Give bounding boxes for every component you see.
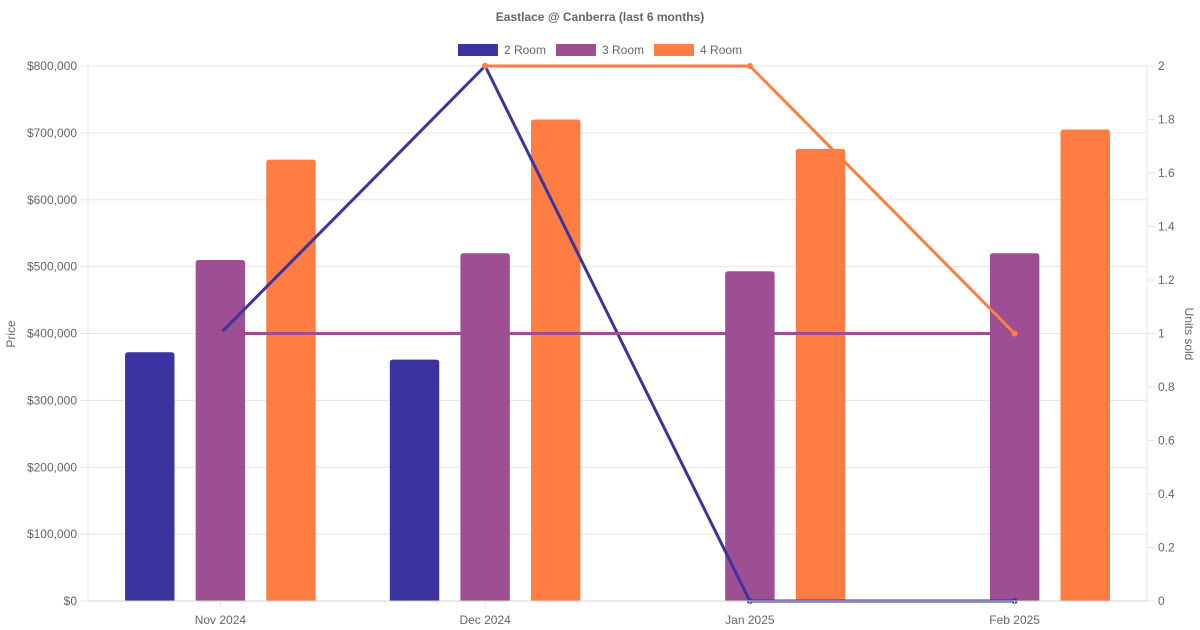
axes: $0 $100,000 $200,000 $300,000 $400,000 $500,0…: [27, 59, 1175, 627]
y-left-tick-label: $200,000: [27, 460, 77, 474]
bar-2-room: [389, 359, 440, 601]
lines: [217, 63, 1018, 604]
y-right-tick-label: 0.4: [1158, 487, 1175, 501]
y-left-tick-label: $300,000: [27, 393, 77, 407]
bar-3-room: [460, 253, 510, 601]
bar-2-room: [125, 352, 175, 601]
bar-4-room: [266, 159, 316, 601]
line-point: [482, 330, 489, 337]
bar-4-room: [531, 119, 581, 601]
line-point: [217, 330, 224, 337]
y-right-tick-label: 0.8: [1158, 380, 1175, 394]
y-left-tick-label: $700,000: [27, 126, 77, 140]
y-left-tick-label: $100,000: [27, 527, 77, 541]
line-point: [482, 63, 489, 69]
line-point: [746, 63, 753, 69]
bar-4-room: [1060, 129, 1110, 601]
legend-label: 4 Room: [700, 43, 742, 57]
bar-3-room: [725, 271, 775, 601]
y-left-tick-label: $800,000: [27, 59, 77, 73]
line-point: [746, 330, 753, 337]
y-right-tick-label: 1.4: [1158, 220, 1175, 234]
y-left-tick-label: $0: [64, 594, 78, 608]
bar-4-room: [795, 148, 846, 602]
legend-swatch: [555, 44, 596, 56]
x-tick-label: Dec 2024: [459, 613, 511, 627]
y-right-tick-label: 2: [1158, 59, 1165, 73]
x-tick-label: Jan 2025: [725, 613, 775, 627]
bar-3-room: [989, 253, 1040, 601]
y-axis-right-title: Units sold: [1182, 308, 1196, 361]
legend-swatch: [654, 44, 695, 56]
y-right-tick-label: 0.6: [1158, 434, 1175, 448]
y-right-tick-label: 1.8: [1158, 113, 1175, 127]
legend-label: 2 Room: [504, 43, 546, 57]
bars: [125, 119, 1110, 602]
y-left-tick-label: $600,000: [27, 193, 77, 207]
legend: 2 Room 3 Room 4 Room: [457, 43, 742, 57]
bar-3-room: [195, 259, 246, 601]
x-tick-label: Feb 2025: [989, 613, 1040, 627]
x-tick-label: Nov 2024: [195, 613, 247, 627]
y-right-tick-label: 0: [1158, 594, 1165, 608]
y-right-tick-label: 0.2: [1158, 541, 1175, 555]
legend-label: 3 Room: [602, 43, 644, 57]
chart-title: Eastlace @ Canberra (last 6 months): [496, 10, 704, 24]
legend-swatch: [457, 44, 498, 56]
y-right-tick-label: 1.6: [1158, 166, 1175, 180]
y-left-tick-label: $500,000: [27, 260, 77, 274]
y-right-tick-label: 1: [1158, 327, 1165, 341]
y-right-tick-label: 1.2: [1158, 273, 1175, 287]
y-axis-left-title: Price: [4, 320, 18, 348]
y-left-tick-label: $400,000: [27, 327, 77, 341]
line-point: [1011, 330, 1018, 337]
